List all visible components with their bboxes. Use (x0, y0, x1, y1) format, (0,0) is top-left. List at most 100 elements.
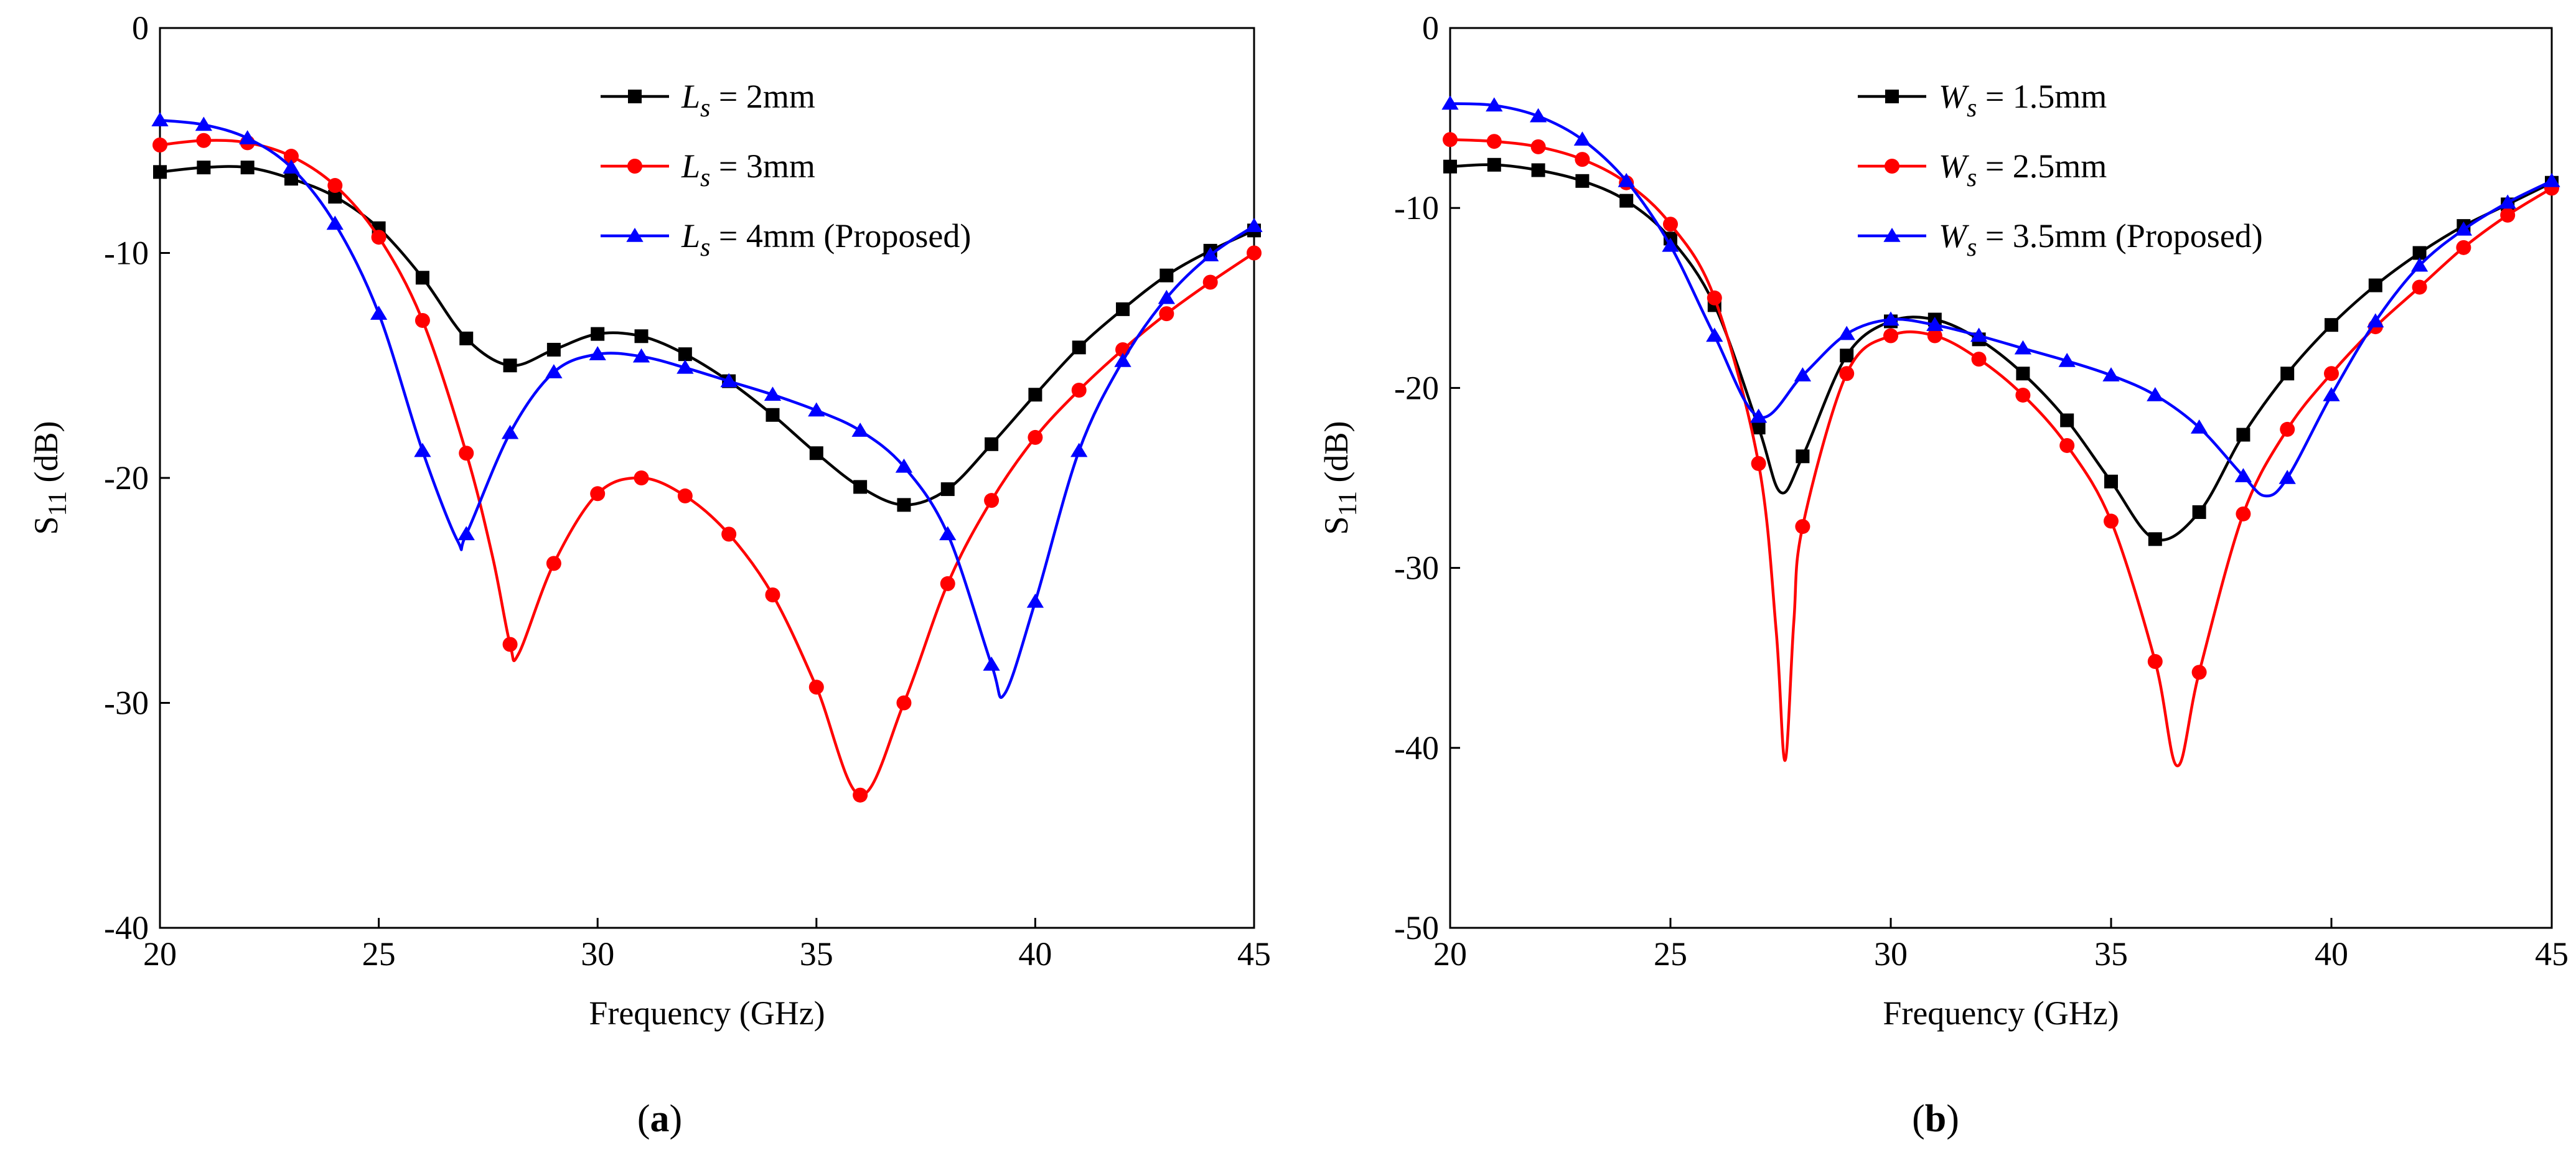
data-point (2236, 428, 2250, 442)
data-point (151, 112, 169, 126)
series-line (160, 165, 1254, 507)
data-point (1575, 174, 1590, 188)
data-point (415, 271, 429, 285)
plot-frame (1449, 27, 2553, 929)
data-point (1794, 367, 1812, 381)
data-point (765, 587, 780, 602)
data-point (501, 424, 519, 439)
data-point (1026, 593, 1044, 608)
legend-symbol: W (1939, 78, 1970, 115)
data-point (2324, 366, 2339, 381)
series-1 (160, 165, 1254, 507)
data-point (591, 327, 605, 341)
y-tick-label: -20 (104, 459, 149, 497)
data-point (195, 116, 212, 131)
y-axis-title: S11 (dB) (27, 421, 72, 535)
data-point (1751, 456, 1766, 471)
x-tick-label: 20 (1433, 935, 1467, 973)
data-point (459, 331, 474, 345)
legend-marker (627, 159, 642, 174)
series-3-markers (1441, 95, 2560, 484)
x-tick-label: 35 (800, 935, 833, 973)
data-point (1159, 268, 1174, 283)
data-point (809, 446, 823, 460)
data-point (1116, 302, 1130, 316)
data-point (1247, 245, 1262, 261)
data-point (853, 787, 868, 803)
x-tick-label: 45 (1237, 935, 1271, 973)
data-point (896, 695, 912, 711)
data-point (2190, 419, 2208, 434)
data-point (1202, 274, 1218, 290)
data-point (2280, 421, 2295, 437)
data-point (414, 442, 431, 457)
legend-rest: = 2.5mm (1977, 147, 2107, 185)
legend-sub: s (1967, 164, 1977, 192)
data-point (1159, 306, 1174, 322)
data-point (2104, 474, 2118, 489)
data-point (328, 190, 342, 204)
panel-label-close: ) (1946, 1098, 1959, 1140)
data-point (2367, 313, 2384, 328)
data-point (1531, 163, 1545, 177)
data-point (2014, 340, 2032, 355)
data-point (808, 402, 825, 417)
y-axis-title-main: S (27, 516, 65, 535)
series-2-markers (1443, 132, 2559, 680)
y-tick-label: -20 (1394, 369, 1439, 406)
panel-label-open: ( (1912, 1098, 1925, 1140)
data-point (2279, 470, 2296, 484)
data-point (370, 306, 388, 320)
data-point (240, 161, 255, 175)
legend-rest: = 1.5mm (1977, 78, 2107, 115)
panel-label-letter: a (650, 1098, 670, 1140)
panel-label-letter: b (1925, 1098, 1946, 1140)
legend-symbol: W (1939, 147, 1970, 185)
data-point (1795, 519, 1810, 535)
data-point (283, 149, 299, 164)
data-point (1707, 290, 1722, 306)
legend-sub: s (700, 233, 710, 262)
panel-label: (b) (1912, 1098, 1959, 1140)
data-point (1202, 247, 1219, 261)
series-3 (160, 118, 1254, 699)
data-point (327, 178, 343, 194)
legend-rest: = 2mm (710, 78, 815, 115)
data-point (152, 137, 167, 152)
data-point (2060, 413, 2074, 428)
panel-label: (a) (637, 1098, 682, 1140)
data-point (2456, 240, 2471, 255)
data-point (1840, 348, 1854, 363)
y-tick-label: -30 (104, 685, 149, 722)
data-point (1751, 421, 1766, 435)
data-point (1927, 328, 1942, 344)
y-tick-label: -10 (1394, 189, 1439, 227)
data-point (2059, 437, 2075, 453)
x-tick-label: 35 (2094, 935, 2128, 973)
legend-rest: = 3mm (710, 147, 815, 185)
data-point (2102, 367, 2120, 381)
data-point (1441, 95, 1459, 110)
data-point (2234, 468, 2252, 482)
data-point (2412, 279, 2427, 295)
data-point (940, 482, 955, 497)
y-axis-title-main: S (1318, 516, 1355, 535)
legend-symbol: L (681, 78, 700, 115)
data-point (1663, 217, 1678, 232)
series-2 (1450, 138, 2552, 767)
data-point (1662, 237, 1679, 252)
x-tick-label: 40 (1018, 935, 1052, 973)
data-point (721, 526, 737, 542)
data-point (2148, 532, 2162, 546)
x-tick-label: 45 (2535, 935, 2569, 973)
data-point (1749, 408, 1768, 423)
data-point (677, 488, 693, 503)
y-axis-title-sub: 11 (44, 491, 72, 516)
legend-marker (1885, 159, 1899, 174)
data-point (590, 486, 606, 502)
data-point (196, 133, 212, 148)
legend-entry: Ws = 2.5mm (1858, 147, 2107, 192)
data-point (766, 408, 780, 422)
data-point (678, 347, 692, 362)
series-line (160, 118, 1254, 699)
